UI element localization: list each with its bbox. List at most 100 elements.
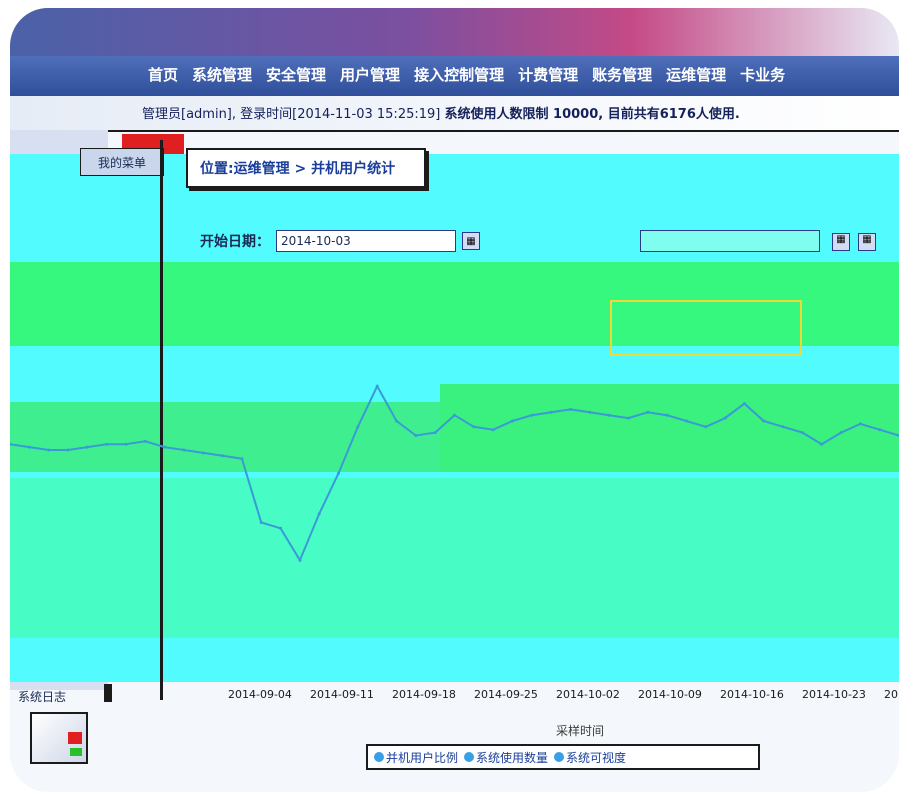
start-date-label: 开始日期：	[200, 234, 270, 250]
data-point	[800, 431, 804, 435]
x-tick-label: 2014-09-04	[228, 688, 292, 701]
data-point	[375, 384, 379, 388]
series-line	[10, 384, 899, 563]
nav-item-5[interactable]: 计费管理	[518, 66, 579, 84]
data-point	[414, 434, 418, 437]
end-date-input[interactable]	[640, 230, 820, 252]
data-point	[820, 442, 824, 446]
data-point	[66, 448, 70, 452]
data-point	[124, 442, 128, 446]
toolbar-item-0[interactable]: 并机用户比例	[374, 749, 458, 766]
main-nav: 首页 系统管理 安全管理 用户管理 接入控制管理 计费管理 账务管理 运维管理 卡业务	[10, 56, 899, 96]
sidebar-menu-button[interactable]: 我的菜单	[80, 148, 164, 176]
nav-item-7[interactable]: 运维管理	[666, 66, 727, 84]
data-point	[704, 425, 708, 429]
chart-tool-icon	[464, 752, 475, 762]
data-point	[588, 410, 592, 414]
nav-item-3[interactable]: 用户管理	[340, 66, 401, 84]
top-banner	[10, 8, 899, 56]
data-point	[626, 416, 630, 420]
x-tick-label: 2014-09-11	[310, 688, 374, 701]
sidebar-item-log[interactable]: 系统日志	[18, 690, 67, 704]
toolbar-item-label: 系统使用数量	[476, 750, 549, 765]
data-point	[646, 410, 650, 414]
data-point	[491, 428, 495, 432]
login-info-text: 管理员[admin], 登录时间[2014-11-03 15:25:19]	[142, 107, 441, 122]
nav-item-1[interactable]: 系统管理	[192, 66, 253, 84]
data-point	[878, 428, 882, 432]
x-tick-label: 2014-10-23	[802, 688, 866, 701]
sidebar-menu-label: 我的菜单	[97, 155, 146, 170]
data-point	[337, 471, 341, 475]
nav-item-0[interactable]: 首页	[148, 66, 179, 84]
band-b	[440, 384, 899, 472]
x-tick-label: 2014-09-25	[474, 688, 538, 701]
toolbar-item-2[interactable]: 系统可视度	[554, 749, 626, 766]
data-point	[221, 454, 225, 458]
data-point	[530, 413, 534, 417]
usage-limit-text: 系统使用人数限制 10000, 目前共有6176人使用.	[444, 107, 740, 122]
toolbar-item-1[interactable]: 系统使用数量	[464, 749, 548, 766]
x-tick-label: 2014-10-16	[720, 688, 784, 701]
data-point	[742, 402, 746, 406]
data-point	[10, 442, 12, 446]
data-point	[395, 419, 399, 423]
band-c	[10, 402, 440, 472]
scrollbar-handle[interactable]	[104, 684, 112, 702]
data-point	[607, 413, 611, 417]
app-icon	[30, 712, 88, 764]
filter-row: 开始日期： ▦	[200, 230, 480, 252]
data-point	[143, 439, 147, 443]
nav-item-2[interactable]: 安全管理	[266, 66, 327, 84]
breadcrumb: 位置:运维管理 > 并机用户统计	[186, 148, 426, 188]
chart-tool-icon	[374, 752, 384, 762]
data-point	[781, 425, 785, 429]
nav-item-4[interactable]: 接入控制管理	[414, 66, 505, 84]
sidebar-edge	[160, 140, 163, 700]
data-point	[723, 416, 727, 420]
chart-toolbar: 并机用户比例 系统使用数量 系统可视度	[366, 744, 760, 770]
data-point	[259, 521, 263, 524]
x-tick-label: 2014-10-09	[638, 688, 702, 701]
x-axis-title: 采样时间	[556, 724, 605, 738]
data-point	[85, 445, 89, 449]
data-point	[317, 512, 321, 516]
x-tick-label: 201	[884, 688, 899, 701]
info-bar: 管理员[admin], 登录时间[2014-11-03 15:25:19] 系统…	[10, 96, 899, 132]
breadcrumb-text: 位置:运维管理 > 并机用户统计	[200, 161, 396, 177]
data-point	[433, 431, 437, 435]
x-tick-label: 2014-09-18	[392, 688, 456, 701]
data-point	[897, 434, 899, 437]
data-point	[240, 457, 244, 461]
app-icon-red-mark	[68, 732, 82, 744]
login-info: 管理员[admin], 登录时间[2014-11-03 15:25:19] 系统…	[142, 103, 740, 122]
nav-item-6[interactable]: 账务管理	[592, 66, 653, 84]
band-d	[10, 478, 899, 638]
data-point	[684, 419, 688, 423]
nav-item-8[interactable]: 卡业务	[740, 66, 786, 84]
data-point	[163, 445, 167, 449]
data-point	[839, 431, 843, 435]
data-point	[510, 419, 514, 423]
data-point	[858, 422, 862, 426]
calendar-icon-3[interactable]: ▦	[858, 233, 876, 251]
chart-tool-icon	[554, 752, 565, 762]
data-point	[298, 558, 302, 562]
data-point	[201, 451, 205, 455]
data-point	[27, 445, 31, 449]
app-icon-green-mark	[70, 748, 82, 756]
data-point	[182, 448, 186, 452]
data-point	[356, 425, 360, 429]
chart-plot	[10, 384, 899, 563]
data-point	[762, 419, 766, 423]
start-date-input[interactable]	[276, 230, 456, 252]
band-a	[10, 262, 899, 346]
nav-items: 首页 系统管理 安全管理 用户管理 接入控制管理 计费管理 账务管理 运维管理 卡业务	[148, 64, 785, 85]
calendar-icon-2[interactable]: ▦	[832, 233, 850, 251]
data-point	[665, 413, 669, 417]
calendar-icon[interactable]: ▦	[462, 232, 480, 250]
data-point	[47, 448, 51, 452]
banner-logo	[120, 14, 130, 39]
data-point	[453, 413, 456, 417]
chart-legend-box	[610, 300, 802, 356]
